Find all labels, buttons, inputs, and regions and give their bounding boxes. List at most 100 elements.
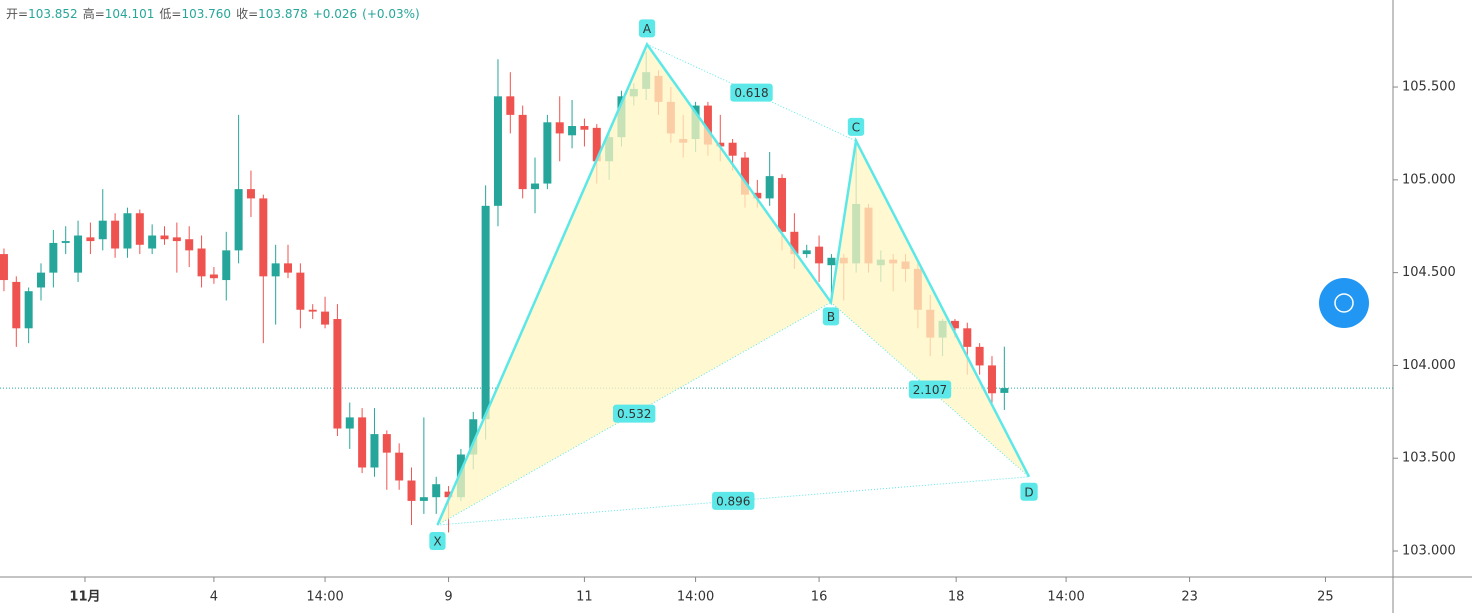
x-tick-label: 14:00 bbox=[306, 590, 343, 605]
candle-body bbox=[234, 189, 243, 251]
candle-body bbox=[86, 237, 95, 242]
candle-body bbox=[222, 250, 231, 281]
candle-body bbox=[61, 241, 70, 243]
candle-body bbox=[790, 231, 799, 255]
candle-body bbox=[469, 419, 478, 455]
pattern-ratio-label: 0.532 bbox=[613, 404, 656, 423]
candle-body bbox=[753, 192, 762, 199]
candle-body bbox=[172, 237, 181, 242]
pattern-ratio-line bbox=[437, 301, 832, 526]
plot: X A B C D 0.618 0.532 2.107 0.896 bbox=[0, 19, 1393, 551]
candle-body bbox=[209, 274, 218, 279]
candle-body bbox=[259, 198, 268, 277]
pattern-ratio-label: 2.107 bbox=[908, 380, 952, 399]
x-tick-label: 25 bbox=[1317, 590, 1334, 605]
x-tick-label: 11月 bbox=[69, 590, 100, 605]
header-label: 高= bbox=[83, 6, 105, 21]
candle-body bbox=[728, 142, 737, 156]
header-value: 103.852 bbox=[28, 7, 78, 21]
pattern-point-label: D bbox=[1020, 482, 1038, 501]
candle-body bbox=[407, 480, 416, 501]
action-button[interactable] bbox=[1319, 278, 1369, 328]
candle-body bbox=[395, 452, 404, 481]
candle-body bbox=[284, 263, 293, 273]
candle-body bbox=[778, 177, 787, 232]
header-label: 低= bbox=[159, 7, 181, 21]
button-circle[interactable] bbox=[1319, 278, 1369, 328]
pattern-point-label-text: X bbox=[433, 535, 441, 549]
y-tick-label: 104.500 bbox=[1402, 265, 1456, 280]
candle-body bbox=[555, 122, 564, 134]
pattern-ratio-label-text: 0.532 bbox=[617, 407, 651, 421]
candle-body bbox=[765, 176, 774, 199]
x-tick-label: 9 bbox=[444, 590, 452, 605]
pattern-point-label-text: B bbox=[827, 310, 835, 324]
pattern-ratio-label-text: 0.618 bbox=[734, 86, 768, 100]
candle-body bbox=[370, 434, 379, 468]
candle-body bbox=[123, 213, 132, 249]
pattern-point-label-text: A bbox=[643, 22, 652, 36]
candle-body bbox=[963, 328, 972, 347]
header-change: (+0.03%) bbox=[362, 7, 420, 21]
pattern-ratio-label: 0.896 bbox=[712, 491, 755, 510]
y-tick-label: 105.000 bbox=[1402, 172, 1456, 187]
candle-body bbox=[493, 96, 502, 206]
candle-body bbox=[1000, 388, 1009, 393]
header-value: 103.760 bbox=[181, 7, 231, 21]
candle-body bbox=[345, 417, 354, 429]
candle-body bbox=[975, 346, 984, 366]
candle-body bbox=[185, 239, 194, 251]
candle-body bbox=[49, 242, 58, 273]
candle-body bbox=[271, 263, 280, 277]
header-label: 开= bbox=[6, 7, 28, 21]
pattern-fill bbox=[830, 140, 1030, 477]
x-tick-label: 18 bbox=[948, 590, 965, 605]
candle-body bbox=[518, 114, 527, 190]
candle-body bbox=[37, 272, 46, 288]
button-icon bbox=[1334, 293, 1354, 313]
pattern-ratio-label-box bbox=[613, 404, 656, 423]
candle-body bbox=[358, 417, 367, 468]
pattern-ratio-label-box bbox=[730, 83, 773, 102]
candle-body bbox=[444, 491, 453, 498]
pattern-point-label: C bbox=[847, 117, 865, 136]
candle-body bbox=[987, 365, 996, 394]
x-tick-label: 14:00 bbox=[1047, 590, 1084, 605]
header-value: 104.101 bbox=[105, 7, 155, 21]
candle-body bbox=[827, 257, 836, 266]
candle-body bbox=[716, 142, 725, 147]
pattern-ratio-label-box bbox=[908, 380, 952, 399]
pattern-point-label-box bbox=[429, 532, 446, 551]
candle-body bbox=[568, 126, 577, 136]
pattern-point-label: A bbox=[638, 19, 656, 38]
candle-body bbox=[580, 126, 589, 130]
x-tick-label: 16 bbox=[811, 590, 828, 605]
pattern-ratio-label: 0.618 bbox=[730, 83, 773, 102]
header-change: +0.026 bbox=[313, 7, 357, 21]
candle-body bbox=[135, 213, 144, 245]
pattern-point-label-box bbox=[822, 307, 840, 326]
candle-body bbox=[160, 235, 169, 240]
candle-body bbox=[111, 220, 120, 249]
x-tick-label: 11 bbox=[576, 590, 593, 605]
candle-body bbox=[815, 246, 824, 264]
candle-body bbox=[802, 250, 811, 255]
pattern-point-label: X bbox=[429, 532, 446, 551]
candle-body bbox=[246, 189, 255, 199]
candle-body bbox=[481, 205, 490, 420]
x-tick-label: 14:00 bbox=[677, 590, 714, 605]
candle-body bbox=[197, 248, 206, 277]
y-tick-label: 105.500 bbox=[1402, 80, 1456, 95]
pattern-ratio-label-text: 2.107 bbox=[913, 383, 947, 397]
candle-body bbox=[333, 319, 342, 429]
candle-body bbox=[531, 183, 540, 190]
y-tick-label: 103.500 bbox=[1402, 451, 1456, 466]
x-tick-label: 4 bbox=[210, 590, 218, 605]
pattern-point-label-text: D bbox=[1024, 485, 1033, 499]
ohlc-header: 开=103.852 高=104.101 低=103.760 收=103.878 +0.0… bbox=[6, 6, 420, 21]
candle-body bbox=[321, 311, 330, 325]
candle-body bbox=[308, 309, 317, 312]
candle-body bbox=[592, 127, 601, 162]
candle-body bbox=[382, 434, 391, 453]
candle-body bbox=[543, 122, 552, 184]
